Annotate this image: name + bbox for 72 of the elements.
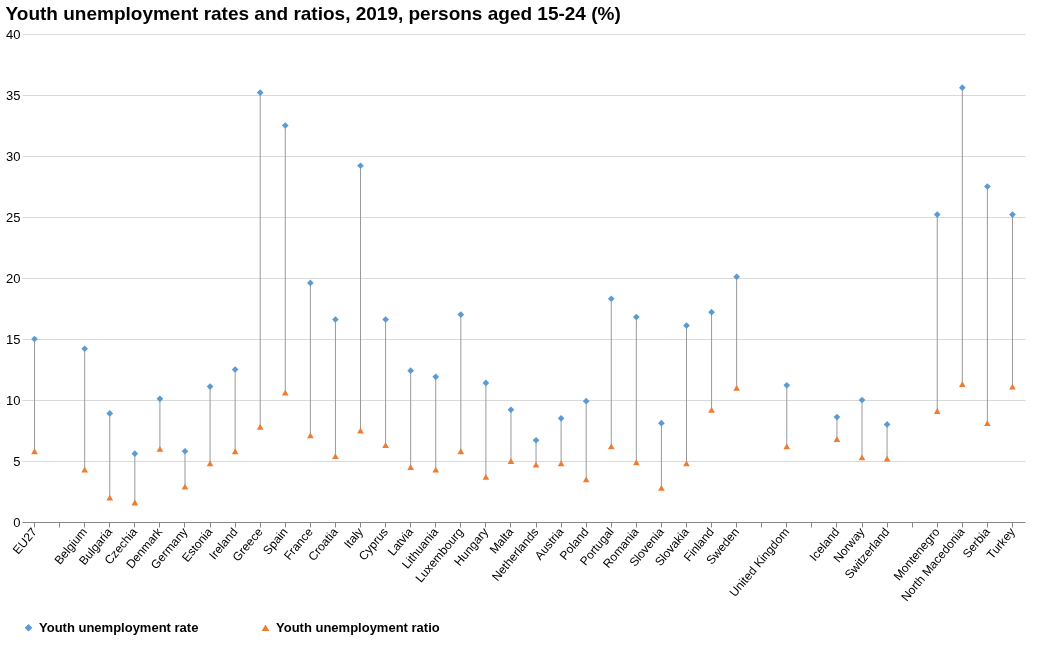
point xyxy=(532,461,540,468)
point xyxy=(632,459,640,466)
point xyxy=(256,89,264,96)
point xyxy=(933,211,941,218)
point xyxy=(131,450,139,458)
y-tick-label: 20 xyxy=(6,270,21,286)
point xyxy=(382,442,389,449)
point xyxy=(507,458,515,464)
y-tick-label: 10 xyxy=(6,392,21,408)
point xyxy=(658,419,665,427)
point xyxy=(482,379,490,387)
point xyxy=(357,162,364,170)
chart-title: Youth unemployment rates and ratios, 2019, persons aged 15-24 (%) xyxy=(5,3,621,24)
y-tick-label: 40 xyxy=(6,26,21,42)
point xyxy=(407,464,415,471)
y-tick-label: 0 xyxy=(13,514,21,530)
y-tick-label: 5 xyxy=(13,453,21,469)
point xyxy=(582,397,590,405)
point xyxy=(532,436,540,444)
point xyxy=(332,453,339,460)
point xyxy=(181,447,189,455)
point xyxy=(733,384,740,391)
point xyxy=(783,382,791,389)
point xyxy=(984,420,991,427)
point xyxy=(156,445,164,452)
point xyxy=(332,316,339,323)
point xyxy=(81,345,89,353)
point xyxy=(1009,211,1016,218)
point xyxy=(858,454,866,461)
point xyxy=(582,476,590,483)
point xyxy=(156,395,164,403)
legend-label: Youth unemployment rate xyxy=(39,619,199,635)
point xyxy=(407,367,415,375)
point xyxy=(833,413,841,421)
point xyxy=(256,423,264,430)
y-tick-label: 35 xyxy=(6,87,21,103)
point xyxy=(31,448,38,455)
point xyxy=(984,183,991,190)
point xyxy=(683,322,690,329)
point xyxy=(231,448,239,455)
point xyxy=(281,389,289,396)
point xyxy=(632,313,640,321)
point xyxy=(607,443,615,450)
point xyxy=(557,414,565,422)
y-tick-label: 15 xyxy=(6,331,21,347)
point xyxy=(607,295,615,303)
point xyxy=(658,484,665,491)
legend-label: Youth unemployment ratio xyxy=(276,619,440,635)
point xyxy=(307,432,314,439)
point xyxy=(106,494,114,501)
point xyxy=(858,396,866,404)
point xyxy=(708,406,715,413)
point xyxy=(933,408,941,414)
point xyxy=(958,84,966,92)
point xyxy=(382,316,389,323)
point xyxy=(783,443,791,450)
point xyxy=(708,308,715,316)
point xyxy=(457,311,465,318)
point xyxy=(307,279,314,287)
y-tick-label: 30 xyxy=(6,148,21,164)
point xyxy=(106,410,114,417)
point xyxy=(457,448,465,455)
point xyxy=(833,436,841,442)
point xyxy=(883,421,891,428)
point xyxy=(181,483,189,490)
point xyxy=(733,273,740,281)
point xyxy=(507,406,515,414)
point xyxy=(432,373,440,381)
y-tick-label: 25 xyxy=(6,209,21,225)
point xyxy=(958,381,966,388)
point xyxy=(281,122,289,129)
point xyxy=(482,473,490,480)
